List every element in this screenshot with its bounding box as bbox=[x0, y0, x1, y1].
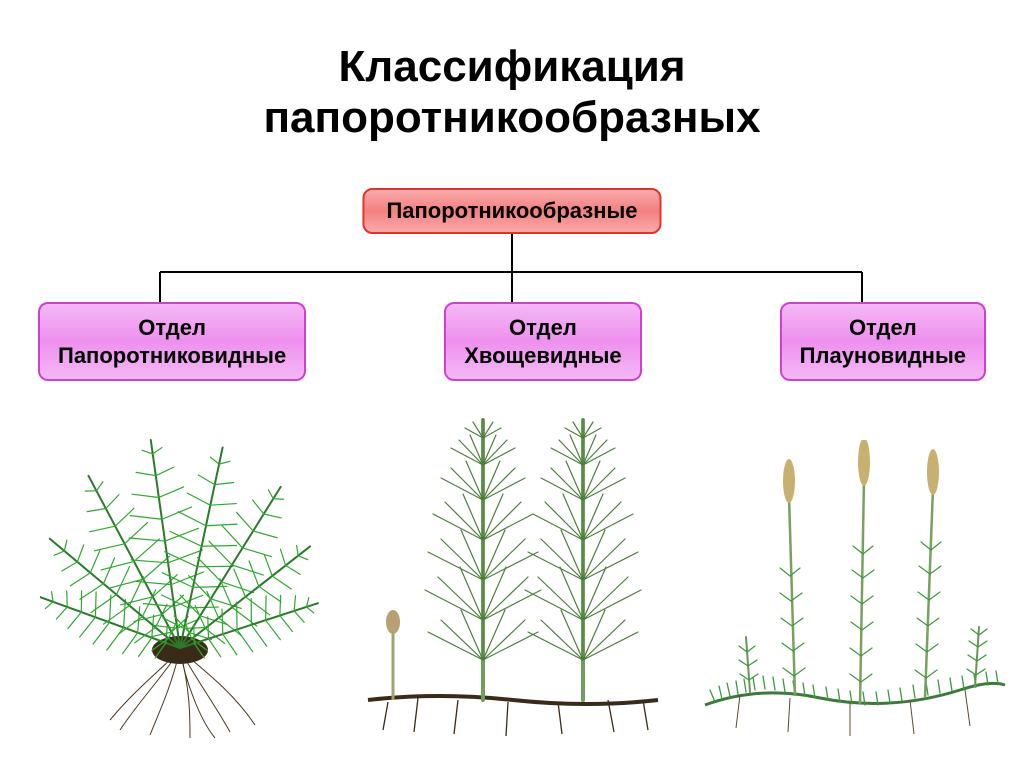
child-node-horsetail: Отдел Хвощевидные bbox=[444, 302, 641, 381]
child-1-line1: Отдел bbox=[509, 315, 577, 340]
root-label: Папоротникообразные bbox=[386, 198, 637, 223]
horsetail-illustration bbox=[348, 400, 678, 740]
child-0-line2: Папоротниковидные bbox=[58, 343, 286, 368]
title-line-1: Классификация bbox=[338, 42, 685, 91]
fern-illustration bbox=[40, 400, 320, 740]
root-node: Папоротникообразные bbox=[362, 188, 661, 234]
page-title: Классификация папоротникообразных bbox=[0, 0, 1024, 143]
child-1-line2: Хвощевидные bbox=[464, 343, 621, 368]
clubmoss-illustration bbox=[700, 440, 1010, 740]
child-2-line2: Плауновидные bbox=[800, 343, 966, 368]
child-node-clubmoss: Отдел Плауновидные bbox=[780, 302, 986, 381]
child-2-line1: Отдел bbox=[849, 315, 917, 340]
title-line-2: папоротникообразных bbox=[263, 93, 760, 142]
child-0-line1: Отдел bbox=[138, 315, 206, 340]
child-node-fern: Отдел Папоротниковидные bbox=[38, 302, 306, 381]
children-row: Отдел Папоротниковидные Отдел Хвощевидны… bbox=[0, 302, 1024, 381]
